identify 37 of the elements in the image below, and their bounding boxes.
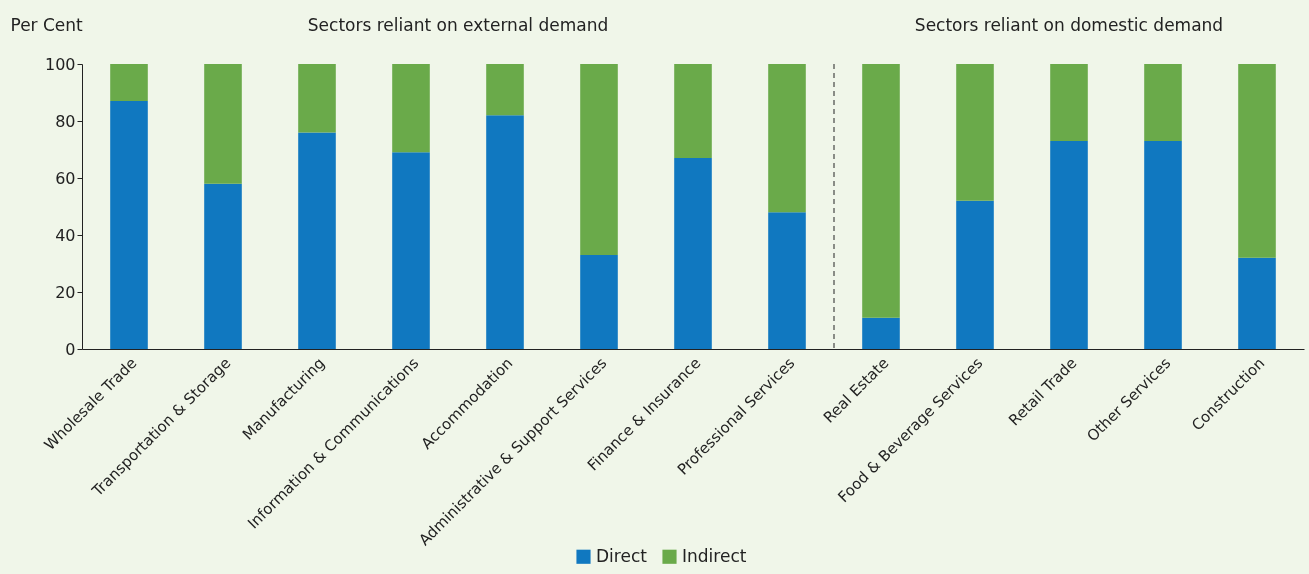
bar <box>1050 140 1088 349</box>
text: Sectors reliant on external demand <box>307 15 609 35</box>
bar <box>110 64 148 102</box>
bar <box>204 64 242 184</box>
bar <box>392 152 430 349</box>
bar <box>580 254 618 349</box>
y-tick-label: 0 <box>65 339 76 359</box>
bar <box>862 64 900 318</box>
bar <box>298 132 336 349</box>
text: Sectors reliant on domestic demand <box>914 15 1224 35</box>
bar <box>580 64 618 255</box>
y-tick-label: 20 <box>55 282 76 302</box>
bar <box>956 64 994 201</box>
bar <box>1238 64 1276 258</box>
bar <box>956 200 994 349</box>
bar <box>674 64 712 159</box>
legend-label: Direct <box>596 545 648 566</box>
bar <box>768 212 806 349</box>
bar <box>298 64 336 133</box>
bar <box>486 64 524 116</box>
bar <box>862 317 900 349</box>
y-tick-label: 40 <box>55 225 76 245</box>
y-tick-label: 80 <box>55 111 76 131</box>
y-tick-label: 60 <box>55 168 76 188</box>
bar <box>486 115 524 349</box>
bar <box>1144 140 1182 349</box>
bar <box>392 64 430 153</box>
y-tick-label: 100 <box>44 54 76 74</box>
bar <box>1144 64 1182 141</box>
bar <box>1050 64 1088 141</box>
y-axis-title: Per Cent <box>10 14 84 35</box>
bar <box>110 101 148 349</box>
bar <box>768 64 806 213</box>
bar <box>1238 257 1276 349</box>
bar <box>674 158 712 349</box>
legend-label: Indirect <box>682 545 747 566</box>
bar <box>204 183 242 349</box>
